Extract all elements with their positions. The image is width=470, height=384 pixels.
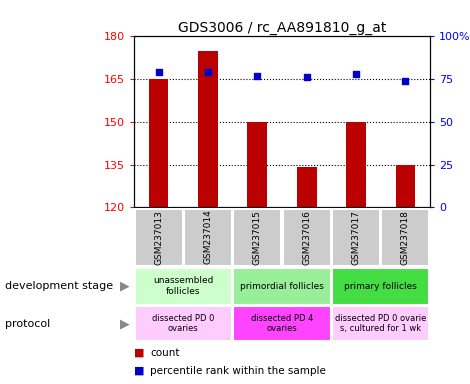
Text: GSM237016: GSM237016 bbox=[302, 210, 311, 265]
FancyBboxPatch shape bbox=[233, 209, 282, 266]
FancyBboxPatch shape bbox=[233, 268, 331, 305]
Point bbox=[352, 71, 360, 77]
FancyBboxPatch shape bbox=[134, 306, 232, 341]
Title: GDS3006 / rc_AA891810_g_at: GDS3006 / rc_AA891810_g_at bbox=[178, 22, 386, 35]
FancyBboxPatch shape bbox=[381, 209, 430, 266]
Text: percentile rank within the sample: percentile rank within the sample bbox=[150, 366, 326, 376]
Text: GSM237017: GSM237017 bbox=[352, 210, 360, 265]
Text: protocol: protocol bbox=[5, 318, 50, 329]
Point bbox=[254, 73, 261, 79]
Point bbox=[204, 69, 212, 75]
Text: dissected PD 0 ovarie
s, cultured for 1 wk: dissected PD 0 ovarie s, cultured for 1 … bbox=[335, 314, 426, 333]
Text: GSM237018: GSM237018 bbox=[401, 210, 410, 265]
Point bbox=[155, 69, 163, 75]
FancyBboxPatch shape bbox=[332, 268, 430, 305]
FancyBboxPatch shape bbox=[332, 306, 430, 341]
Text: count: count bbox=[150, 348, 180, 358]
FancyBboxPatch shape bbox=[233, 306, 331, 341]
Point bbox=[303, 74, 311, 81]
Text: ■: ■ bbox=[134, 348, 144, 358]
Text: ■: ■ bbox=[134, 366, 144, 376]
FancyBboxPatch shape bbox=[134, 268, 232, 305]
Text: ▶: ▶ bbox=[120, 280, 129, 293]
FancyBboxPatch shape bbox=[332, 209, 380, 266]
Bar bbox=[346, 122, 366, 207]
Text: unassembled
follicles: unassembled follicles bbox=[153, 276, 213, 296]
Text: development stage: development stage bbox=[5, 281, 113, 291]
Text: GSM237014: GSM237014 bbox=[204, 210, 212, 265]
Bar bbox=[198, 51, 218, 207]
FancyBboxPatch shape bbox=[282, 209, 331, 266]
Text: GSM237015: GSM237015 bbox=[253, 210, 262, 265]
FancyBboxPatch shape bbox=[134, 209, 183, 266]
Text: primary follicles: primary follicles bbox=[344, 281, 417, 291]
FancyBboxPatch shape bbox=[184, 209, 232, 266]
Text: primordial follicles: primordial follicles bbox=[240, 281, 324, 291]
Text: dissected PD 4
ovaries: dissected PD 4 ovaries bbox=[251, 314, 313, 333]
Point bbox=[401, 78, 409, 84]
Bar bbox=[297, 167, 317, 207]
Bar bbox=[149, 79, 169, 207]
Bar bbox=[396, 165, 415, 207]
Text: GSM237013: GSM237013 bbox=[154, 210, 163, 265]
Text: dissected PD 0
ovaries: dissected PD 0 ovaries bbox=[152, 314, 214, 333]
Bar bbox=[247, 122, 267, 207]
Text: ▶: ▶ bbox=[120, 317, 129, 330]
